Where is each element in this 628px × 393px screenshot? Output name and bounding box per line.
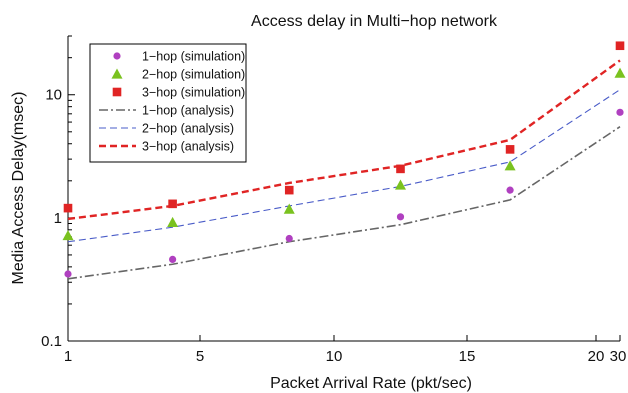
chart-title: Access delay in Multi−hop network (251, 13, 498, 30)
data-point (168, 199, 177, 209)
data-point (616, 108, 624, 116)
series-4 (67, 89, 621, 243)
x-tick-label: 10 (326, 348, 343, 365)
data-point (506, 186, 514, 194)
x-tick-label: 5 (196, 348, 204, 365)
data-point (62, 229, 74, 241)
legend-entry: 2−hop (analysis) (142, 122, 234, 136)
data-point (396, 213, 405, 221)
legend-entry: 2−hop (simulation) (142, 68, 245, 82)
series-line (67, 89, 621, 243)
y-tick-label: 1 (54, 210, 62, 227)
series-0 (64, 108, 624, 278)
data-point (396, 164, 405, 174)
data-point (64, 270, 72, 278)
data-point (504, 160, 516, 171)
data-point (167, 216, 179, 228)
series-3 (67, 126, 621, 280)
series-line (67, 126, 621, 280)
x-axis-label: Packet Arrival Rate (pkt/sec) (270, 375, 472, 392)
x-tick-label: 30 (610, 348, 627, 365)
legend-entry: 3−hop (simulation) (142, 86, 245, 100)
series-line (67, 59, 621, 221)
series-5 (67, 59, 621, 221)
data-point (169, 255, 177, 263)
legend-box (89, 43, 247, 163)
legend: 1−hop (simulation) 2−hop (simulation) 3−ho… (89, 43, 247, 163)
series-1 (62, 67, 626, 241)
legend-marker (113, 52, 121, 60)
data-point (615, 41, 625, 51)
legend-marker (111, 68, 123, 79)
data-point (395, 179, 406, 190)
y-axis-label: Media Access Delay(msec) (10, 92, 27, 285)
data-point (505, 145, 515, 154)
y-tick-label: 10 (45, 87, 62, 104)
legend-entry: 3−hop (analysis) (142, 140, 234, 154)
y-tick-label: 0.1 (41, 333, 62, 350)
series-2 (63, 41, 625, 213)
data-point (614, 67, 626, 78)
x-tick-label: 1 (64, 348, 72, 365)
legend-marker (112, 87, 122, 97)
data-point (284, 185, 294, 195)
legend-entry: 1−hop (analysis) (142, 104, 234, 118)
data-point (63, 203, 73, 213)
legend-entry: 1−hop (simulation) (142, 50, 245, 64)
x-tick-label: 20 (588, 348, 605, 365)
data-point (285, 234, 293, 243)
data-point (283, 203, 295, 214)
x-tick-label: 15 (459, 348, 476, 365)
